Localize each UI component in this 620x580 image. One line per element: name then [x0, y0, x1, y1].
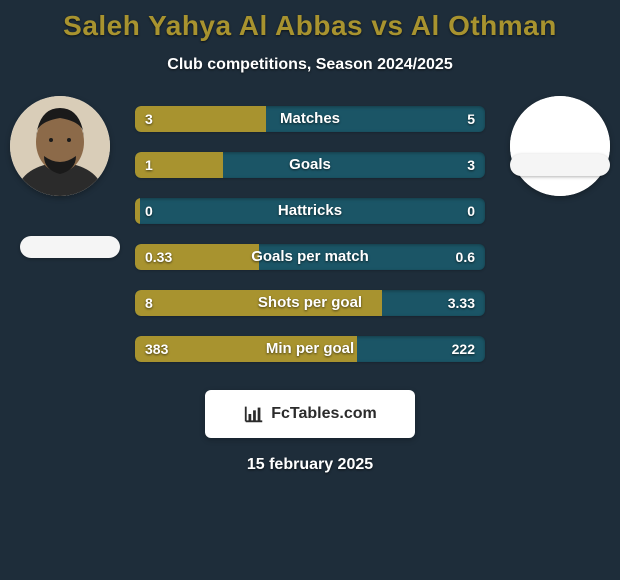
stat-row: 8 Shots per goal 3.33	[0, 280, 620, 326]
stat-right-value: 222	[452, 336, 475, 362]
title: Saleh Yahya Al Abbas vs Al Othman	[0, 10, 620, 42]
stat-right-value: 0	[467, 198, 475, 224]
stat-label: Goals per match	[135, 244, 485, 270]
stat-right-value: 3	[467, 152, 475, 178]
brand-box: FcTables.com	[205, 390, 415, 438]
stat-label: Hattricks	[135, 198, 485, 224]
player-right-name-pill	[510, 154, 610, 176]
stat-label: Matches	[135, 106, 485, 132]
stat-bar: 3 Matches 5	[135, 106, 485, 132]
stat-row: 3 Matches 5	[0, 96, 620, 142]
stats-area: 3 Matches 5 1 Goals 3 0	[0, 96, 620, 372]
stat-bar: 1 Goals 3	[135, 152, 485, 178]
stat-bar: 8 Shots per goal 3.33	[135, 290, 485, 316]
stat-bar: 0 Hattricks 0	[135, 198, 485, 224]
stat-row: 383 Min per goal 222	[0, 326, 620, 372]
stat-right-value: 3.33	[448, 290, 475, 316]
subtitle: Club competitions, Season 2024/2025	[0, 56, 620, 74]
stat-row: 1 Goals 3	[0, 142, 620, 188]
brand-chart-icon	[243, 403, 265, 425]
stat-label: Shots per goal	[135, 290, 485, 316]
comparison-card: Saleh Yahya Al Abbas vs Al Othman Club c…	[0, 0, 620, 580]
stat-bar: 0.33 Goals per match 0.6	[135, 244, 485, 270]
stat-right-value: 0.6	[456, 244, 475, 270]
footer-date: 15 february 2025	[0, 456, 620, 474]
stat-right-value: 5	[467, 106, 475, 132]
stat-row: 0 Hattricks 0	[0, 188, 620, 234]
player-left-name-pill	[20, 236, 120, 258]
brand-text: FcTables.com	[271, 405, 377, 423]
stat-bar: 383 Min per goal 222	[135, 336, 485, 362]
stat-row: 0.33 Goals per match 0.6	[0, 234, 620, 280]
stat-label: Goals	[135, 152, 485, 178]
stat-label: Min per goal	[135, 336, 485, 362]
